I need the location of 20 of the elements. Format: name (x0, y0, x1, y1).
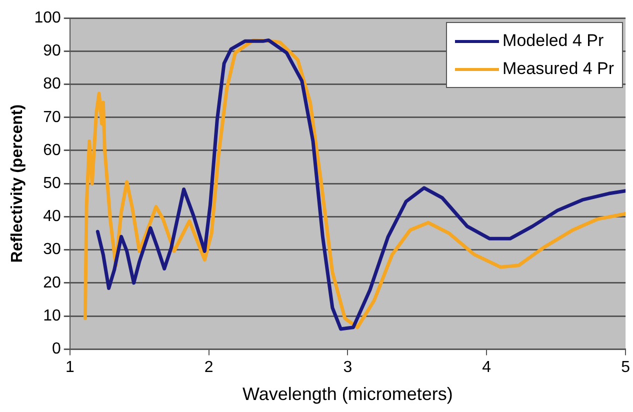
y-tick-label: 60 (43, 142, 61, 159)
x-axis-title: Wavelength (micrometers) (242, 384, 453, 404)
legend-label: Modeled 4 Pr (502, 30, 604, 52)
legend-label: Measured 4 Pr (502, 58, 614, 80)
y-tick-label: 70 (43, 108, 61, 126)
x-tick-label: 5 (621, 359, 630, 376)
y-tick-label: 40 (43, 208, 61, 226)
y-tick-label: 50 (43, 175, 61, 192)
y-tick-label: 90 (43, 42, 61, 60)
x-tick-label: 4 (482, 359, 492, 376)
y-tick-label: 0 (52, 340, 61, 358)
x-tick-label: 1 (65, 359, 74, 376)
y-tick-label: 10 (43, 307, 61, 324)
y-tick-label: 100 (34, 9, 61, 26)
y-tick-label: 20 (43, 274, 61, 292)
y-tick-label: 30 (43, 241, 61, 258)
x-tick-label: 3 (343, 359, 352, 376)
y-axis-title: Reflectivity (percent) (9, 104, 26, 263)
x-tick-label: 2 (204, 359, 214, 376)
y-tick-label: 80 (43, 76, 61, 93)
